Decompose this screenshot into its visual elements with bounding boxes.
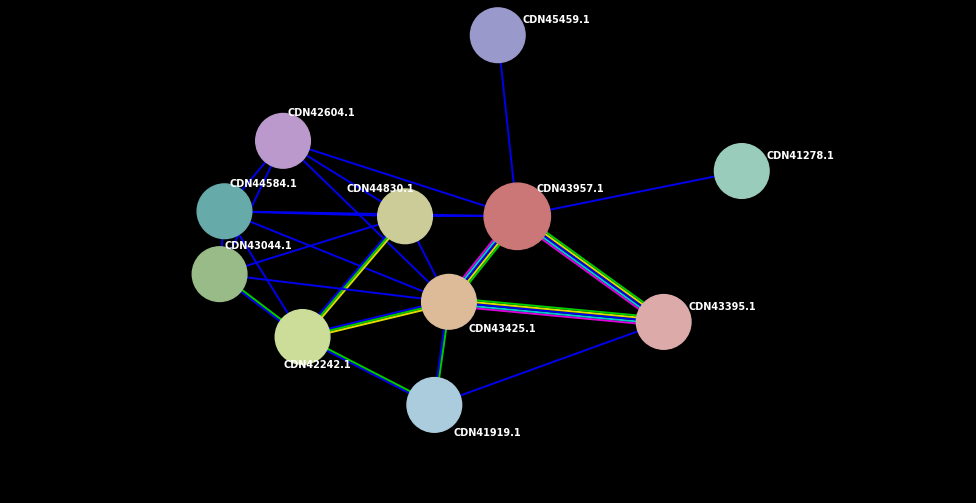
Ellipse shape xyxy=(197,184,252,238)
Ellipse shape xyxy=(636,295,691,349)
Ellipse shape xyxy=(484,183,550,249)
Ellipse shape xyxy=(378,189,432,243)
Text: CDN45459.1: CDN45459.1 xyxy=(522,15,590,25)
Ellipse shape xyxy=(470,8,525,62)
Text: CDN41919.1: CDN41919.1 xyxy=(454,428,521,438)
Text: CDN44830.1: CDN44830.1 xyxy=(346,184,414,194)
Text: CDN41278.1: CDN41278.1 xyxy=(766,151,834,161)
Ellipse shape xyxy=(714,144,769,198)
Text: CDN42242.1: CDN42242.1 xyxy=(283,360,350,370)
Ellipse shape xyxy=(256,114,310,168)
Ellipse shape xyxy=(275,310,330,364)
Text: CDN42604.1: CDN42604.1 xyxy=(288,108,355,118)
Text: CDN44584.1: CDN44584.1 xyxy=(229,179,297,189)
Ellipse shape xyxy=(422,275,476,329)
Text: CDN43395.1: CDN43395.1 xyxy=(688,302,755,312)
Text: CDN43044.1: CDN43044.1 xyxy=(224,241,292,252)
Ellipse shape xyxy=(192,247,247,301)
Ellipse shape xyxy=(407,378,462,432)
Text: CDN43957.1: CDN43957.1 xyxy=(537,184,604,194)
Text: CDN43425.1: CDN43425.1 xyxy=(468,324,536,334)
